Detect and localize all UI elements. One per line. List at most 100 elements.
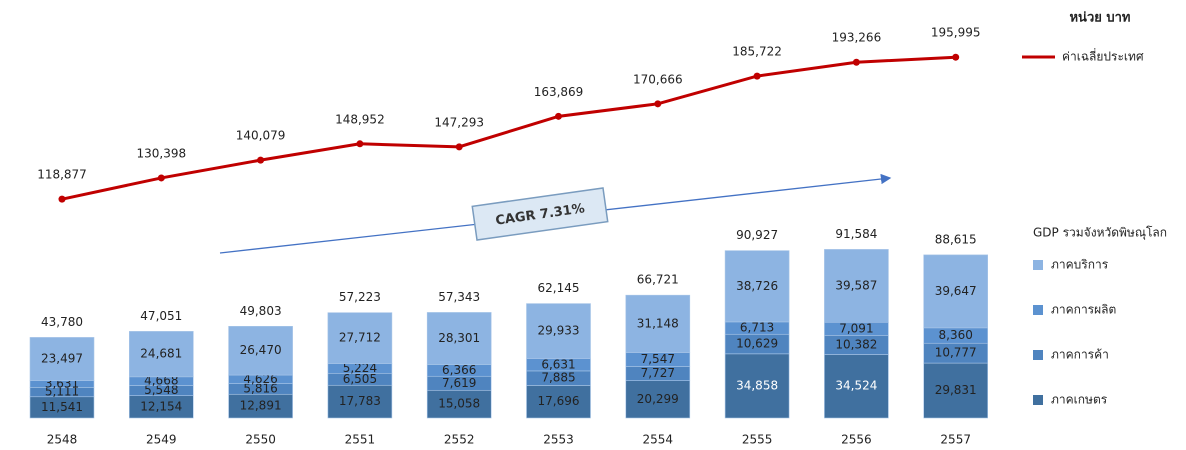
total-label: 88,615 <box>935 232 977 246</box>
total-label: 62,145 <box>538 281 580 295</box>
line <box>61 55 956 201</box>
total-label: 66,721 <box>637 273 679 287</box>
line-point <box>257 156 265 164</box>
bar-segment <box>625 294 691 353</box>
line-label: 193,266 <box>832 31 882 45</box>
line-point <box>58 195 66 203</box>
bar-segment <box>625 380 691 419</box>
segment-label: 7,885 <box>541 371 575 385</box>
segment-label: 6,713 <box>740 321 774 335</box>
segment-label: 23,497 <box>41 352 83 366</box>
line-point <box>555 112 562 120</box>
x-tick-label: 2554 <box>643 433 674 447</box>
segment-label: 7,091 <box>839 321 873 335</box>
segment-label: 11,541 <box>41 400 83 414</box>
line-label: 170,666 <box>633 72 683 86</box>
segment-label: 34,858 <box>736 378 778 392</box>
segment-label: 31,148 <box>637 316 679 330</box>
segment-label: 8,360 <box>939 328 973 342</box>
bar-segment <box>29 337 95 381</box>
line-point <box>455 143 463 151</box>
legend-label: ภาคการผลิต <box>1051 303 1116 317</box>
bar-segment <box>923 254 989 329</box>
segment-label: 7,619 <box>442 376 476 390</box>
segment-label: 7,727 <box>641 366 675 380</box>
segment-label: 17,783 <box>339 394 381 408</box>
legend-label: ภาคการค้า <box>1051 348 1109 362</box>
bar-segment <box>923 362 989 419</box>
segment-label: 26,470 <box>240 343 282 357</box>
segment-label: 39,587 <box>835 278 877 292</box>
bar-segment <box>327 312 393 364</box>
legend-swatch <box>1033 395 1043 405</box>
line-point <box>952 53 960 61</box>
segment-label: 20,299 <box>637 392 679 406</box>
total-label: 49,803 <box>240 304 282 318</box>
x-tick-label: 2552 <box>444 433 475 447</box>
line-label: 118,877 <box>37 168 87 182</box>
line-point <box>852 58 860 66</box>
segment-label: 34,524 <box>835 379 877 393</box>
total-label: 91,584 <box>835 227 877 241</box>
line-point <box>356 140 364 148</box>
legend-title: GDP รวมจังหวัดพิษณุโลก <box>1033 226 1167 241</box>
line-point <box>157 174 165 182</box>
segment-label: 39,647 <box>935 284 977 298</box>
bar-segment <box>426 389 492 419</box>
bar-segment <box>228 326 293 376</box>
unit-label: หน่วย บาท <box>1069 11 1130 26</box>
segment-label: 7,547 <box>641 352 675 366</box>
segment-label: 5,816 <box>243 381 277 395</box>
segment-label: 12,154 <box>140 399 182 413</box>
x-tick-label: 2556 <box>841 433 872 447</box>
total-label: 43,780 <box>41 315 83 329</box>
bar-segment <box>724 250 790 323</box>
legend-swatch <box>1033 260 1043 270</box>
x-tick-label: 2549 <box>146 433 177 447</box>
legend-label: ภาคเกษตร <box>1051 393 1108 407</box>
bar-segment <box>129 331 194 378</box>
segment-label: 6,631 <box>541 357 575 371</box>
segment-label: 5,111 <box>45 385 79 399</box>
total-label: 47,051 <box>140 309 182 323</box>
total-label: 90,927 <box>736 228 778 242</box>
segment-label: 5,224 <box>343 361 377 375</box>
bar-segment <box>327 384 393 419</box>
segment-label: 27,712 <box>339 331 381 345</box>
annotation-bg <box>471 187 609 241</box>
line-label: 140,079 <box>236 129 286 143</box>
x-tick-label: 2557 <box>940 433 971 447</box>
bar-segment <box>724 353 790 419</box>
line-label: 148,952 <box>335 112 385 126</box>
segment-label: 28,301 <box>438 331 480 345</box>
segment-label: 29,831 <box>935 383 977 397</box>
legend-swatch <box>1033 305 1043 315</box>
line-label: 147,293 <box>434 115 484 129</box>
bar-segment <box>824 249 889 323</box>
bar-segment <box>426 312 492 365</box>
bar-segment <box>526 385 591 419</box>
bar-segment <box>824 354 889 419</box>
segment-label: 10,629 <box>736 337 778 351</box>
line-label: 185,722 <box>732 45 782 59</box>
x-tick-label: 2551 <box>345 433 376 447</box>
segment-label: 24,681 <box>140 347 182 361</box>
segment-label: 12,891 <box>240 399 282 413</box>
segment-label: 10,777 <box>935 346 977 360</box>
legend-label: ค่าเฉลี่ยประเทศ <box>1062 48 1144 64</box>
line-label: 195,995 <box>931 26 981 40</box>
segment-label: 5,548 <box>144 383 178 397</box>
line-label: 163,869 <box>534 85 584 99</box>
segment-label: 17,696 <box>538 394 580 408</box>
legend-swatch <box>1033 350 1043 360</box>
annotation-box: CAGR 7.31% <box>471 187 609 241</box>
total-label: 57,343 <box>438 290 480 304</box>
line-point <box>753 72 761 80</box>
x-tick-label: 2553 <box>543 433 574 447</box>
x-tick-label: 2548 <box>47 433 78 447</box>
total-label: 57,223 <box>339 290 381 304</box>
bar-segment <box>526 303 591 360</box>
line-label: 130,398 <box>136 146 186 160</box>
x-tick-label: 2555 <box>742 433 773 447</box>
